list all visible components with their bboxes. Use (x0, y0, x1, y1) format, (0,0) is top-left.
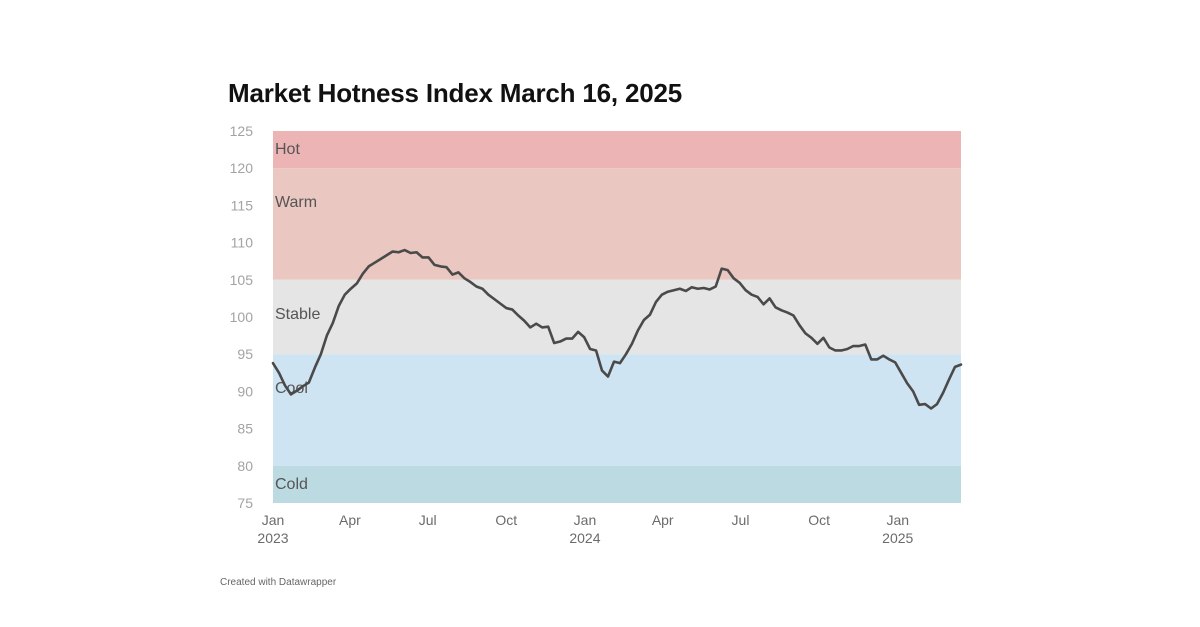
x-tick-label: Apr (652, 512, 674, 528)
x-tick-label: Jul (419, 512, 437, 528)
band-hot (273, 131, 961, 169)
x-axis: Jan 2023 Apr Jul Oct Jan 2024 Apr Jul Oct Jan 2025 (257, 512, 913, 546)
band-label-hot: Hot (275, 141, 300, 158)
y-tick-label-110: 110 (231, 235, 254, 251)
y-tick-label-90: 90 (237, 383, 253, 399)
y-tick-label-120: 120 (230, 160, 254, 176)
y-tick-label-105: 105 (230, 272, 254, 288)
y-tick-label-100: 100 (230, 309, 254, 325)
chart-title: Market Hotness Index March 16, 2025 (228, 78, 682, 108)
band-label-warm: Warm (275, 194, 317, 211)
series-line-0 (271, 248, 963, 410)
footer-credit: Created with Datawrapper (220, 577, 337, 588)
x-tick-label: Jul (732, 512, 750, 528)
x-tick-label: Jan (886, 512, 909, 528)
x-tick-label: Oct (495, 512, 517, 528)
x-tick-label: Apr (339, 512, 361, 528)
y-tick-label-75: 75 (237, 495, 253, 511)
y-tick-label-125: 125 (230, 123, 254, 139)
band-warm (273, 168, 961, 280)
y-tick-label-95: 95 (237, 346, 253, 362)
band-group (273, 131, 961, 503)
x-tick-label: Jan (574, 512, 597, 528)
series-group (271, 248, 963, 410)
band-stable (273, 279, 961, 355)
band-label-stable: Stable (275, 306, 320, 323)
x-tick-label: Oct (808, 512, 830, 528)
band-cold (273, 465, 961, 503)
y-axis: 75 80 85 90 95 100 105 110 115 120 125 (230, 123, 254, 511)
y-tick-label-85: 85 (237, 421, 253, 437)
x-tick-year: 2025 (882, 530, 913, 546)
x-tick-year: 2024 (569, 530, 600, 546)
y-tick-label-115: 115 (231, 197, 254, 213)
x-tick-label: Jan (262, 512, 285, 528)
band-label-cold: Cold (275, 476, 308, 493)
band-cool (273, 354, 961, 466)
x-tick-year: 2023 (257, 530, 288, 546)
y-tick-label-80: 80 (237, 458, 253, 474)
